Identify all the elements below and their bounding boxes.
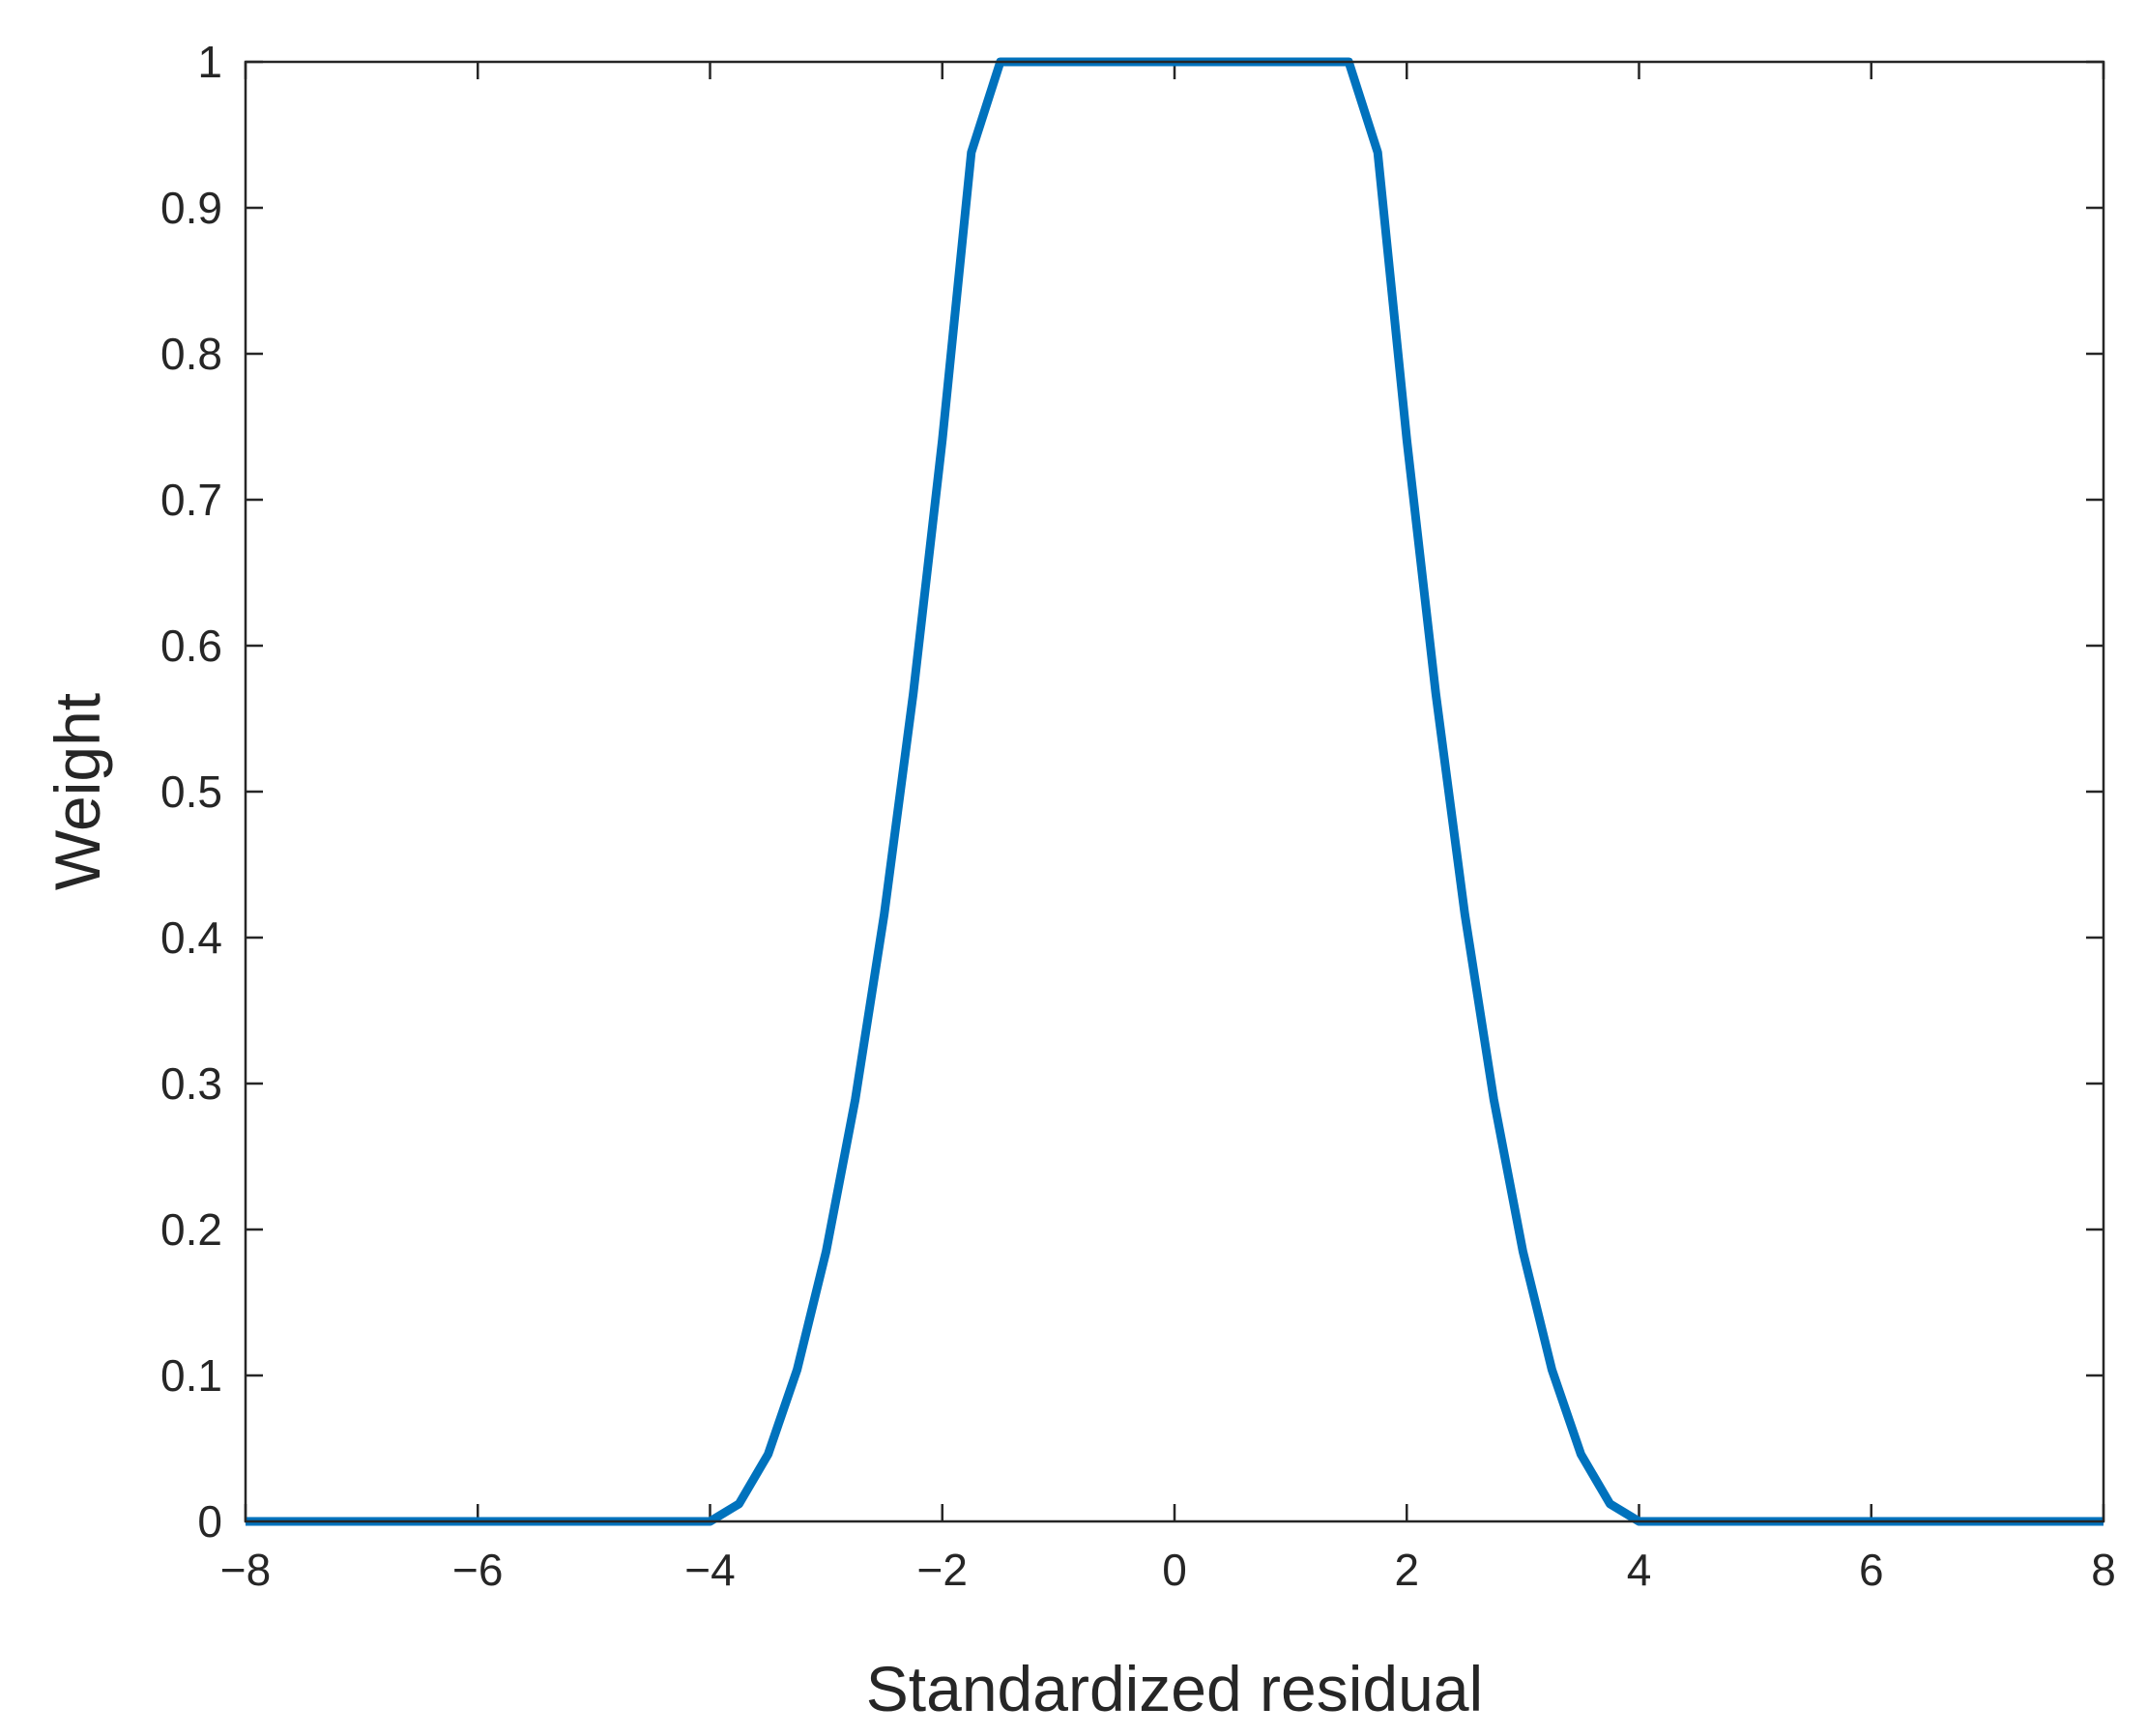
x-tick-label: −8 (220, 1545, 271, 1595)
y-tick-label: 0.5 (160, 767, 222, 817)
x-tick-label: 8 (2091, 1545, 2116, 1595)
y-tick-label: 0.3 (160, 1058, 222, 1109)
y-tick-labels: 0 0.1 0.2 0.3 0.4 0.5 0.6 0.7 0.8 0.9 1 (160, 37, 222, 1547)
y-tick-label: 0.4 (160, 912, 222, 963)
x-tick-labels: −8 −6 −4 −2 0 2 4 6 8 (220, 1545, 2116, 1595)
y-axis-label: Weight (42, 693, 113, 890)
weight-curve (246, 57, 2103, 1526)
x-tick-label: 2 (1394, 1545, 1419, 1595)
x-axis-label: Standardized residual (866, 1653, 1483, 1724)
x-tick-label: −2 (917, 1545, 968, 1595)
y-tick-label: 0.9 (160, 183, 222, 233)
x-tick-label: 4 (1627, 1545, 1652, 1595)
y-tick-label: 0.2 (160, 1204, 222, 1255)
axis-ticks (244, 60, 2105, 1523)
y-tick-label: 0.1 (160, 1350, 222, 1401)
y-tick-label: 0.6 (160, 621, 222, 671)
x-tick-label: −6 (452, 1545, 503, 1595)
y-tick-label: 1 (197, 37, 222, 87)
x-tick-label: 6 (1859, 1545, 1884, 1595)
y-tick-label: 0 (197, 1496, 222, 1547)
y-tick-label: 0.7 (160, 475, 222, 525)
x-tick-label: −4 (684, 1545, 735, 1595)
y-tick-label: 0.8 (160, 329, 222, 379)
x-tick-label: 0 (1162, 1545, 1187, 1595)
axes-box (244, 60, 2105, 1523)
